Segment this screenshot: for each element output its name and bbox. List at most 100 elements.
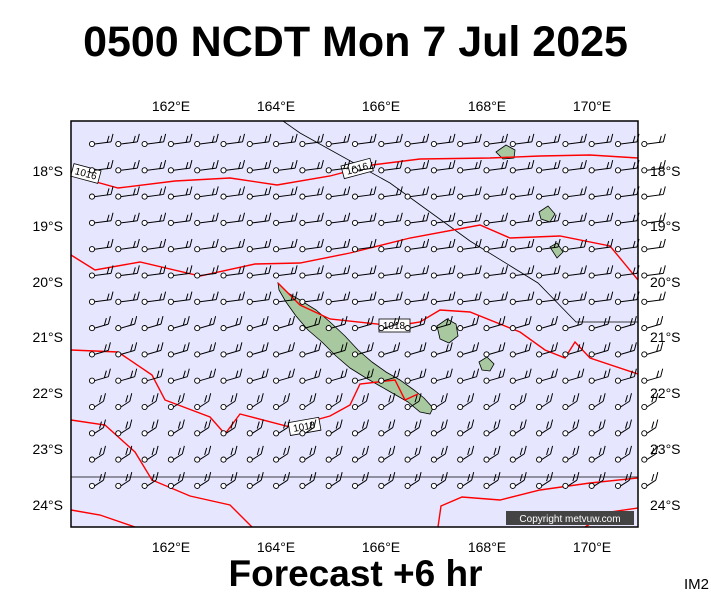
wind-barb-flag (186, 368, 190, 377)
lat-label-left: 18°S (32, 163, 63, 179)
wind-barb-flag (177, 395, 181, 403)
wind-barb-flag (581, 368, 585, 377)
wind-barb (141, 160, 167, 174)
wind-barb-flag (624, 447, 628, 456)
wind-barb-flag (557, 291, 561, 300)
wind-barb-flag (505, 238, 509, 248)
wind-barb-flag (557, 160, 561, 169)
wind-barb-shaft (594, 323, 609, 329)
wind-barb-shaft (278, 323, 293, 329)
wind-barb-flag (261, 317, 265, 326)
wind-barb-shaft (646, 193, 664, 198)
wind-barb (220, 186, 246, 200)
wind-barb-station (194, 351, 201, 358)
wind-barb-station (562, 377, 569, 384)
wind-barb (378, 419, 396, 437)
wind-barb (430, 212, 456, 226)
wind-barb (457, 342, 480, 358)
wind-barb (220, 472, 238, 489)
wind-barb-flag (651, 447, 655, 456)
wind-barb-station (378, 403, 385, 411)
wind-barb-flag (527, 214, 531, 222)
wind-barb-flag (294, 186, 298, 195)
wind-barb-flag (316, 293, 320, 301)
wind-barb-flag (343, 267, 347, 275)
wind-barb (141, 133, 167, 148)
wind-barb-shaft (462, 299, 480, 303)
wind-barb-flag (215, 291, 219, 300)
wind-barb-station (378, 351, 385, 358)
wind-barb-flag (369, 135, 373, 143)
wind-barb-station (194, 246, 201, 253)
wind-barb-shaft (515, 323, 530, 329)
wind-barb-station (404, 167, 411, 174)
wind-barb-flag (110, 265, 114, 274)
wind-barb-station (299, 298, 306, 305)
wind-barb-flag (260, 472, 264, 481)
wind-barb-flag (478, 265, 482, 274)
wind-barb-flag (478, 212, 482, 221)
wind-barb-flag (320, 160, 324, 169)
wind-barb (536, 291, 561, 305)
wind-barb-flag (373, 265, 377, 274)
wind-barb-shaft (252, 349, 267, 355)
wind-barb-station (246, 167, 253, 174)
wind-barb-shaft (225, 349, 241, 355)
wind-barb-station (457, 456, 464, 463)
wind-barb-flag (579, 293, 583, 301)
wind-barb-flag (110, 212, 114, 221)
wind-barb-shaft (173, 220, 190, 224)
wind-barb-shaft (225, 479, 236, 487)
wind-barb-flag (163, 160, 167, 169)
wind-barb-shaft (226, 299, 243, 303)
wind-barb-flag (527, 240, 531, 249)
wind-barb-flag (497, 472, 501, 481)
wind-barb-station (220, 377, 227, 384)
wind-barb-flag (129, 419, 133, 428)
wind-barb-station (299, 482, 306, 489)
wind-barb-flag (632, 267, 636, 275)
wind-barb-station (562, 219, 569, 226)
wind-barb-flag (606, 240, 610, 249)
wind-barb (430, 445, 448, 463)
wind-barb-flag (235, 370, 239, 378)
wind-barb-shaft (357, 400, 367, 408)
wind-barb-station (299, 167, 306, 174)
wind-barb-flag (261, 370, 265, 378)
wind-barb-station (194, 167, 201, 174)
wind-barb-flag (185, 214, 189, 222)
wind-barb-station (483, 246, 490, 253)
wind-barb-station (141, 325, 148, 332)
wind-barb-station (220, 246, 227, 253)
wind-barb-shaft (462, 167, 480, 171)
wind-barb-station (562, 403, 569, 411)
ocean-area (71, 121, 638, 527)
wind-barb-flag (498, 370, 502, 378)
wind-barb-flag (662, 212, 666, 221)
wind-barb-station (220, 167, 227, 174)
wind-barb-flag (579, 188, 583, 196)
wind-barb-shaft (199, 427, 209, 434)
wind-barb-flag (287, 472, 291, 481)
wind-barb-station (325, 456, 332, 463)
wind-barb (404, 393, 422, 411)
wind-barb-flag (294, 133, 298, 142)
wind-barb-shaft (304, 272, 322, 276)
wind-barb-flag (505, 212, 509, 221)
wind-barb-station (457, 272, 464, 279)
wind-barb (246, 212, 272, 226)
wind-barb-station (115, 272, 122, 279)
wind-barb-flag (234, 393, 238, 402)
wind-barb-flag (628, 419, 632, 428)
wind-barb-flag (294, 265, 298, 274)
wind-barb-flag (474, 293, 478, 301)
wind-barb-station (562, 430, 569, 437)
wind-barb-shaft (567, 193, 585, 198)
wind-barb-station (351, 272, 359, 279)
wind-barb-flag (290, 188, 294, 196)
wind-barb-flag (314, 344, 318, 352)
wind-barb (641, 291, 666, 305)
wind-barb-flag (213, 315, 217, 325)
wind-barb (167, 212, 193, 226)
wind-barb (457, 419, 475, 437)
